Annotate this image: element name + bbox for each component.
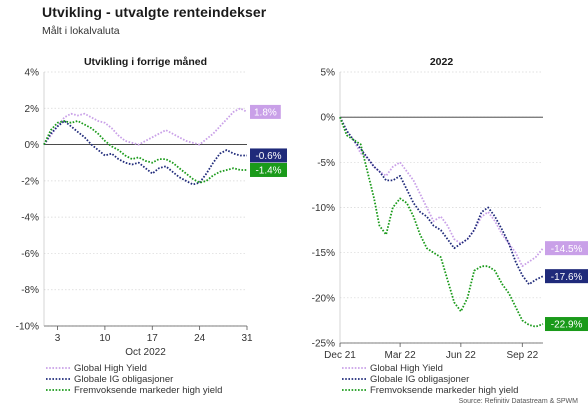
end-label: 1.8%: [250, 104, 281, 119]
end-label-box: [545, 269, 588, 284]
series-line-fremvoksende: [43, 120, 247, 184]
x-tick-label: 17: [147, 333, 159, 344]
x-axis-label: Oct 2022: [125, 347, 166, 358]
y-tick-label: 0%: [321, 113, 336, 124]
legend-label: Global High Yield: [74, 363, 147, 374]
series-line-globale-ig: [43, 120, 247, 186]
y-tick-label: -6%: [21, 249, 39, 260]
end-label-box: [250, 162, 287, 177]
legend-label: Fremvoksende markeder high yield: [370, 385, 518, 396]
y-tick-label: -15%: [312, 248, 335, 259]
series-line-global-high-yield: [43, 107, 248, 146]
end-label-text: -1.4%: [255, 166, 281, 177]
series-line-global-high-yield: [339, 116, 544, 268]
y-tick-label: -8%: [21, 285, 39, 296]
y-tick-label: -5%: [317, 158, 335, 169]
x-tick-label: 10: [99, 333, 111, 344]
series-line-fremvoksende: [339, 116, 544, 328]
end-label-text: -14.5%: [551, 244, 583, 255]
x-tick-label: 3: [55, 333, 61, 344]
end-label-box: [545, 317, 588, 332]
end-label: -1.4%: [250, 162, 287, 177]
y-tick-label: -2%: [21, 176, 39, 187]
y-tick-label: 2%: [25, 104, 40, 115]
x-tick-label: Sep 22: [506, 350, 538, 361]
end-label: -22.9%: [545, 317, 588, 332]
x-tick-label: Mar 22: [385, 350, 417, 361]
page-subtitle: Målt i lokalvaluta: [42, 25, 120, 37]
end-label-box: [250, 148, 287, 163]
end-label-text: -0.6%: [255, 151, 281, 162]
x-tick-label: 24: [194, 333, 206, 344]
legend-label: Globale IG obligasjoner: [370, 374, 469, 385]
y-tick-label: -20%: [312, 293, 335, 304]
y-tick-label: -4%: [21, 213, 39, 224]
end-label: -17.6%: [545, 269, 588, 284]
chart-left: Utvikling i forrige måned 4% 2% 0% -2% -4% -6%…: [16, 56, 287, 358]
page-title: Utvikling - utvalgte renteindekser: [42, 4, 267, 20]
end-label-text: 1.8%: [254, 108, 277, 119]
y-tick-label: 5%: [321, 68, 336, 79]
source-note: Source: Refinitiv Datastream & SPWM: [459, 398, 579, 405]
y-tick-label: -10%: [312, 203, 335, 214]
end-label-box: [250, 104, 281, 119]
end-label-text: -17.6%: [551, 272, 583, 283]
x-tick-label: Dec 21: [324, 350, 356, 361]
y-tick-label: -10%: [16, 322, 39, 333]
chart-title: Utvikling i forrige måned: [84, 56, 207, 68]
chart-right: 2022 5% 0% -5% -10% -15% -20% -25%Dec 21 Mar 22 J…: [312, 56, 588, 361]
series-line-globale-ig: [339, 116, 544, 286]
chart-title: 2022: [430, 56, 454, 68]
y-tick-label: 4%: [25, 68, 40, 79]
y-tick-label: -25%: [312, 339, 335, 350]
end-label: -14.5%: [545, 241, 588, 256]
y-tick-label: 0%: [25, 140, 40, 151]
x-tick-label: Jun 22: [446, 350, 476, 361]
legend-label: Global High Yield: [370, 363, 443, 374]
end-label-box: [545, 241, 588, 256]
legend-label: Fremvoksende markeder high yield: [74, 385, 222, 396]
end-label-text: -22.9%: [551, 320, 583, 331]
x-tick-label: 31: [241, 333, 253, 344]
legend-label: Globale IG obligasjoner: [74, 374, 173, 385]
end-label: -0.6%: [250, 148, 287, 163]
